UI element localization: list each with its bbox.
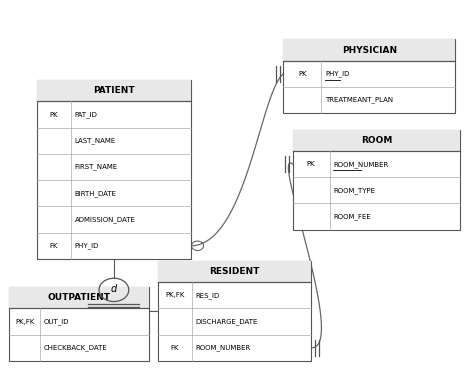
Text: BIRTH_DATE: BIRTH_DATE [75,190,117,197]
Text: PK,FK: PK,FK [15,318,35,325]
Text: PK,FK: PK,FK [165,292,184,298]
Text: PK: PK [298,71,307,77]
Text: LAST_NAME: LAST_NAME [75,137,116,144]
Text: OUTPATIENT: OUTPATIENT [47,294,110,302]
Text: ROOM_NUMBER: ROOM_NUMBER [333,161,389,167]
Bar [293,130,460,151]
Text: FK: FK [171,345,179,351]
Bar [9,287,149,308]
Text: PHY_ID: PHY_ID [325,70,349,77]
Text: ROOM: ROOM [361,136,392,145]
Text: PATIENT: PATIENT [93,86,135,95]
Text: FIRST_NAME: FIRST_NAME [75,164,118,170]
Text: RES_ID: RES_ID [195,292,220,299]
Text: ROOM_TYPE: ROOM_TYPE [333,187,375,194]
Bar [37,80,191,259]
Bar [158,261,311,282]
Bar [283,39,456,113]
Text: d: d [111,284,117,294]
Text: ROOM_NUMBER: ROOM_NUMBER [195,344,251,351]
Bar [293,130,460,230]
Text: FK: FK [50,243,58,249]
Bar [37,80,191,102]
Text: OUT_ID: OUT_ID [44,318,69,325]
Text: ADMISSION_DATE: ADMISSION_DATE [75,216,136,223]
Text: PK: PK [307,161,316,167]
Text: PHY_ID: PHY_ID [75,243,99,249]
Text: DISCHARGE_DATE: DISCHARGE_DATE [195,318,258,325]
Bar [283,39,456,61]
Text: ROOM_FEE: ROOM_FEE [333,213,371,220]
Text: CHECKBACK_DATE: CHECKBACK_DATE [44,344,108,351]
Text: TREATMEANT_PLAN: TREATMEANT_PLAN [325,97,393,103]
Bar [9,287,149,361]
Text: PHYSICIAN: PHYSICIAN [342,45,397,55]
Text: PAT_ID: PAT_ID [75,111,98,118]
Text: RESIDENT: RESIDENT [210,267,260,276]
Text: PK: PK [50,112,58,118]
Bar [158,261,311,361]
